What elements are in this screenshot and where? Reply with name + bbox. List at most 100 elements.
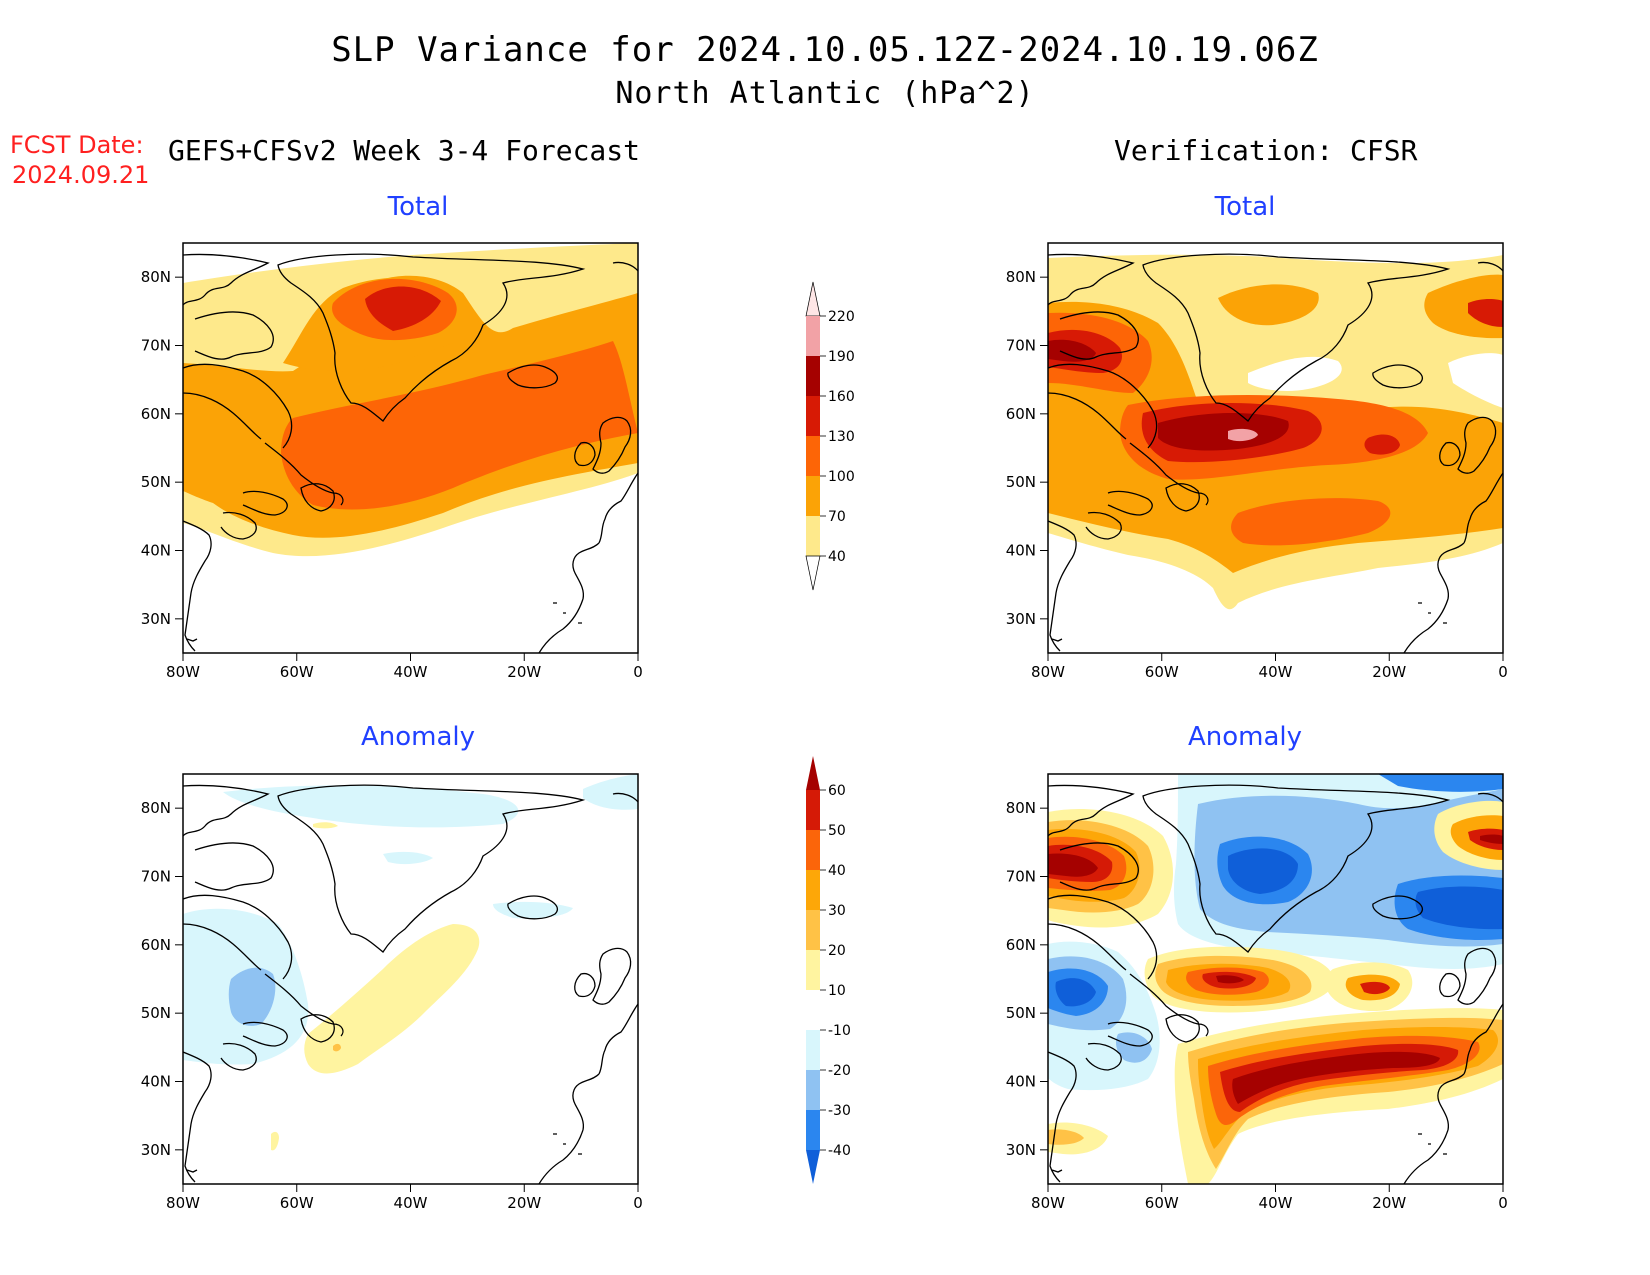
colorbar-label: 60 [828, 783, 846, 799]
colorbar-label: 40 [828, 549, 846, 565]
colorbar-top-triangle [806, 756, 820, 790]
anomaly-colorbar: -40 -30 -20 -10 10 20 30 40 50 60 [806, 756, 851, 1184]
lon-tick-label: 80W [1031, 1194, 1065, 1212]
contour-100-130-c [1231, 498, 1391, 546]
latitude-axis: 80N 70N 60N 50N 40N 30N [1006, 799, 1048, 1159]
contour-100-130 [281, 341, 638, 510]
lon-tick-label: 20W [507, 1194, 541, 1212]
longitude-axis: 80W 60W 40W 20W 0 [1031, 1184, 1508, 1212]
contour-50-60-e [1360, 981, 1390, 995]
colorbar-label: 30 [828, 903, 846, 919]
lat-tick-label: 40N [141, 1073, 171, 1091]
lat-tick-label: 40N [1006, 1073, 1036, 1091]
main-title: SLP Variance for 2024.10.05.12Z-2024.10.… [331, 30, 1319, 70]
lon-tick-label: 0 [633, 663, 643, 681]
forecast-anomaly-map: 80N 70N 60N 50N 40N 30N 80W 60W 40W 20W 0 [141, 773, 643, 1212]
lat-tick-label: 40N [1006, 542, 1036, 560]
lat-tick-label: 60N [1006, 405, 1036, 423]
latitude-axis: 80N 70N 60N 50N 40N 30N [141, 268, 183, 628]
main-subtitle: North Atlantic (hPa^2) [615, 76, 1035, 111]
latitude-axis: 80N 70N 60N 50N 40N 30N [1006, 268, 1048, 628]
colorbar-box [806, 476, 820, 516]
verification-total-title: Total [1214, 192, 1276, 222]
contour-20-30-sw [1048, 1129, 1084, 1145]
lat-tick-label: 60N [1006, 936, 1036, 954]
lat-tick-label: 70N [141, 868, 171, 886]
colorbar-box [806, 870, 820, 910]
lat-tick-label: 80N [141, 268, 171, 286]
contour-gt60-ne [1480, 834, 1503, 844]
contour-lt-neg40-c [1055, 978, 1096, 1007]
colorbar-box [806, 516, 820, 556]
lon-tick-label: 40W [394, 663, 428, 681]
colorbar-bottom-triangle [805, 555, 821, 591]
colorbar-label: -20 [828, 1063, 851, 1079]
lat-tick-label: 70N [1006, 868, 1036, 886]
lat-tick-label: 60N [141, 405, 171, 423]
lon-tick-label: 60W [280, 663, 314, 681]
lat-tick-label: 30N [1006, 610, 1036, 628]
contour-10-20-c [313, 822, 338, 829]
lon-tick-label: 20W [1372, 1194, 1406, 1212]
lon-tick-label: 0 [633, 1194, 643, 1212]
verification-anomaly-map: 80N 70N 60N 50N 40N 30N 80W 60W 40W 20W 0 [1006, 773, 1508, 1212]
lon-tick-label: 80W [1031, 663, 1065, 681]
contour-190-220 [1228, 428, 1258, 442]
right-column-title: Verification: CFSR [1114, 134, 1418, 167]
lat-tick-label: 80N [1006, 268, 1036, 286]
colorbar-box [806, 396, 820, 436]
lat-tick-label: 30N [1006, 1141, 1036, 1159]
contour-160-190-b [1048, 339, 1096, 362]
forecast-anomaly-title: Anomaly [360, 722, 476, 752]
lat-tick-label: 60N [141, 936, 171, 954]
contour-neg20-neg30 [228, 967, 276, 1026]
lat-tick-label: 80N [1006, 799, 1036, 817]
contour-neg20-neg30-c [1116, 1032, 1152, 1063]
colorbar-label: 40 [828, 863, 846, 879]
colorbar-box [806, 790, 820, 830]
contour-130-160 [365, 286, 441, 331]
fcst-date-label: FCST Date: [10, 131, 144, 159]
lat-tick-label: 50N [141, 473, 171, 491]
colorbar-box [806, 1030, 820, 1070]
colorbar-box [806, 316, 820, 356]
colorbar-label: 130 [828, 429, 855, 445]
colorbar-box [806, 1110, 820, 1150]
lon-tick-label: 80W [166, 663, 200, 681]
lon-tick-label: 40W [1259, 663, 1293, 681]
left-column-title: GEFS+CFSv2 Week 3-4 Forecast [168, 134, 641, 167]
contour-130-160-d [1468, 299, 1503, 327]
lon-tick-label: 0 [1498, 1194, 1508, 1212]
colorbar-label: 100 [828, 469, 855, 485]
lat-tick-label: 30N [141, 610, 171, 628]
lat-tick-label: 50N [1006, 1004, 1036, 1022]
colorbar-label: -30 [828, 1103, 851, 1119]
lon-tick-label: 60W [1145, 663, 1179, 681]
contour-lt-neg40 [1228, 848, 1298, 894]
colorbar-label: -40 [828, 1143, 851, 1159]
verification-total-map: 80N 70N 60N 50N 40N 30N 80W 60W 40W 20W 0 [1006, 242, 1508, 681]
contour-70-100-top [1218, 284, 1319, 326]
contour-neg10-neg20-c [383, 851, 433, 865]
colorbar-box [806, 356, 820, 396]
colorbar-label: 160 [828, 389, 855, 405]
colorbar-bottom-triangle [806, 1150, 820, 1184]
contour-10-20-b [271, 1131, 279, 1151]
colorbar-top-triangle [805, 281, 821, 317]
contour-neg10-neg20-ne [583, 774, 638, 810]
colorbar-label: -10 [828, 1023, 851, 1039]
colorbar-label: 50 [828, 823, 846, 839]
lon-tick-label: 80W [166, 1194, 200, 1212]
colorbar-label: 70 [828, 509, 846, 525]
lon-tick-label: 40W [1259, 1194, 1293, 1212]
lat-tick-label: 40N [141, 542, 171, 560]
lon-tick-label: 40W [394, 1194, 428, 1212]
lat-tick-label: 80N [141, 799, 171, 817]
colorbar-box [806, 1070, 820, 1110]
lat-tick-label: 30N [141, 1141, 171, 1159]
lat-tick-label: 70N [141, 337, 171, 355]
contour-gt60-south [1232, 1051, 1440, 1104]
lon-tick-label: 20W [1372, 663, 1406, 681]
colorbar-label: 190 [828, 349, 855, 365]
lon-tick-label: 0 [1498, 663, 1508, 681]
